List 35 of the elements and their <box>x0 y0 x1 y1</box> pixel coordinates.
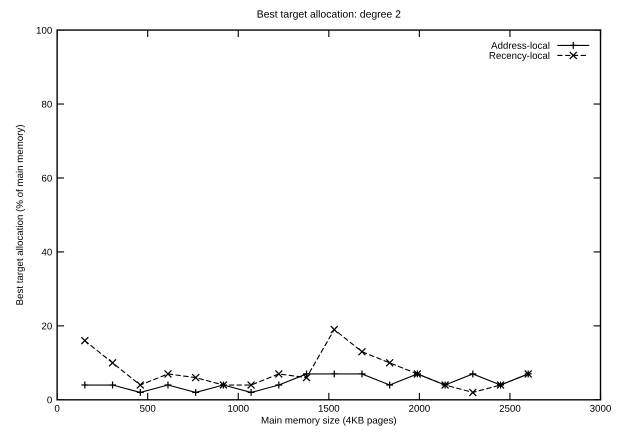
point <box>274 370 283 378</box>
point <box>247 380 256 390</box>
x-tick-label: 1500 <box>318 404 340 412</box>
chart-title: Best target allocation: degree 2 <box>258 10 400 20</box>
y-tick-label: 80 <box>42 100 52 108</box>
x-tick-label: 2000 <box>409 404 430 412</box>
point <box>108 380 117 390</box>
x-tick-label: 0 <box>54 404 60 412</box>
x-axis-title: Main memory size (4KB pages) <box>262 416 396 426</box>
y-tick-label: 60 <box>42 174 52 182</box>
point <box>358 348 366 356</box>
y-tick-label: 100 <box>36 26 52 34</box>
y-tick-label: 40 <box>42 248 52 256</box>
legend-label: Address-local <box>491 42 550 49</box>
point <box>164 370 172 378</box>
point <box>330 325 338 334</box>
point <box>108 358 117 367</box>
x-tick-label: 1000 <box>228 404 249 412</box>
y-tick-label: 0 <box>47 396 52 404</box>
point <box>80 336 89 345</box>
point <box>136 380 144 390</box>
point <box>386 380 394 390</box>
y-axis-title: Best target allocation (% of main memory) <box>16 125 25 305</box>
point <box>164 380 172 390</box>
legend-label: Recency-local <box>490 52 550 61</box>
point <box>386 358 394 367</box>
point <box>80 380 89 390</box>
x-tick-label: 500 <box>140 404 156 412</box>
point <box>192 374 200 382</box>
x-tick-label: 2500 <box>500 404 520 412</box>
y-tick-label: 20 <box>42 322 52 330</box>
point <box>274 380 283 390</box>
point <box>302 374 311 382</box>
x-tick-label: 3000 <box>590 404 611 412</box>
point <box>468 388 477 397</box>
